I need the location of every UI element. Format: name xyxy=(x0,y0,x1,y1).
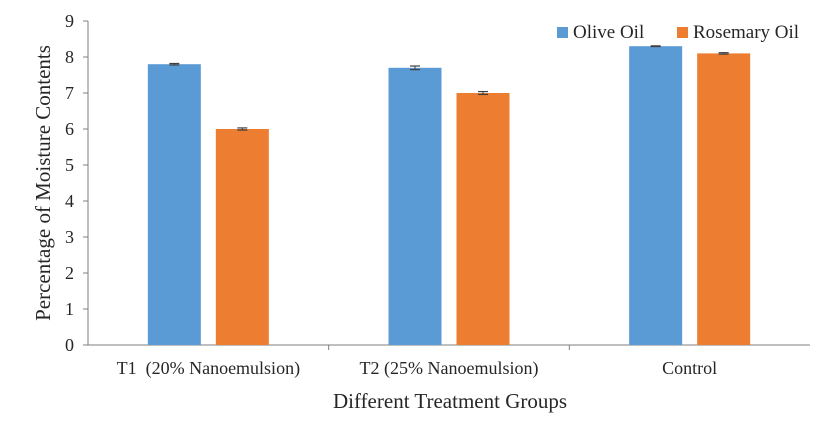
y-tick-label: 3 xyxy=(65,227,74,247)
y-tick-label: 5 xyxy=(65,155,74,175)
y-tick-label: 0 xyxy=(65,335,74,355)
bar xyxy=(697,53,751,346)
y-tick-label: 4 xyxy=(65,191,74,211)
bar xyxy=(456,93,510,345)
legend-label: Rosemary Oil xyxy=(693,22,799,43)
y-tick-label: 8 xyxy=(65,47,74,67)
y-tick-label: 2 xyxy=(65,263,74,283)
x-category-label: Control xyxy=(662,358,717,378)
y-tick-label: 1 xyxy=(65,299,74,319)
x-category-label: T2 (25% Nanoemulsion) xyxy=(360,358,539,379)
y-tick-label: 9 xyxy=(65,11,74,31)
legend-swatch xyxy=(677,27,688,38)
axes-layer: 0 1 2 3 4 5 6 7 8 9 T1 (20% Nanoemulsion) T2 (25% N… xyxy=(65,11,810,379)
bar xyxy=(147,64,201,345)
legend-swatch xyxy=(557,27,568,38)
bars-layer xyxy=(147,45,751,346)
y-tick-label: 6 xyxy=(65,119,74,139)
x-category-label: T1 (20% Nanoemulsion) xyxy=(117,358,300,379)
x-axis-title: Different Treatment Groups xyxy=(333,389,567,413)
bar xyxy=(388,67,442,346)
legend-label: Olive Oil xyxy=(573,22,644,43)
bar xyxy=(629,46,683,345)
bar xyxy=(215,129,269,345)
y-tick-label: 7 xyxy=(65,83,74,103)
legend: Olive Oil Rosemary Oil xyxy=(557,22,799,43)
y-axis-title: Percentage of Moisture Contents xyxy=(31,45,55,321)
